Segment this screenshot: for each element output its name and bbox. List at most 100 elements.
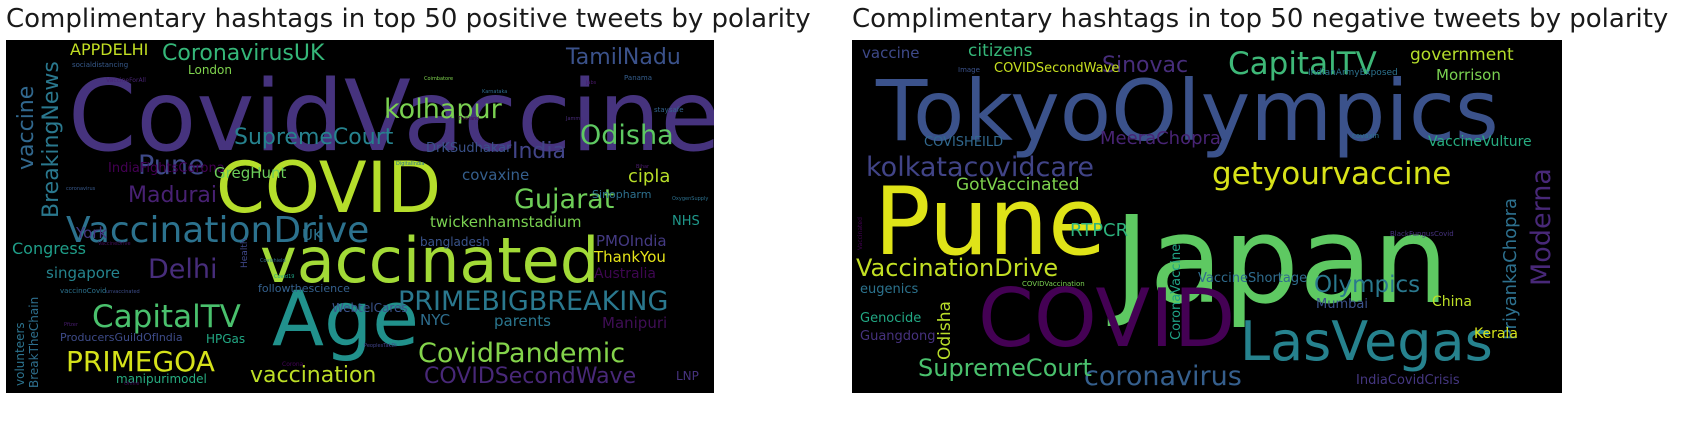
word-covishield: Covishield [260,258,286,264]
word-socialdistancing: socialdistancing [72,61,128,69]
word-peoplestakdi: PeoplesTakDi [364,343,397,349]
word-primegoa: PRIMEGOA [66,345,215,378]
word-citizens: citizens [968,41,1033,61]
word-delhi: Delhi [148,254,218,285]
word-coronavirus: coronavirus [66,186,96,192]
word-coimbatore: Coimbatore [424,76,453,82]
word-covidsecondwave: COVIDSecondWave [424,364,636,389]
word-covidsecondwave: COVIDSecondWave [994,61,1119,76]
word-vaccineforall: VaccineForAll [106,77,146,84]
word-lnp: LNP [676,369,699,383]
word-pmoindia: PMOIndia [596,232,667,250]
word-gotvaccinated: GotVaccinated [956,175,1080,195]
word-sinopharm: Sinopharm [592,188,651,201]
word-vaccinated: vaccinated [260,224,599,297]
word-moderna: Moderna [1526,168,1557,286]
word-uk: UK [302,226,324,244]
word-drksudhakar: DrKSudhakar [426,141,512,156]
word-manipuri: Manipuri [602,314,667,332]
word-government: government [1410,45,1514,65]
word-york: York [75,224,108,242]
negative-words: TokyoOlympics Japan Pune COVID LasVegas … [856,41,1557,392]
word-covaxin: covaxin [1352,132,1379,140]
word-onfire: Onfire [124,381,139,387]
word-vaccination: vaccination [250,363,376,388]
word-coronavirus: coronavirus [1084,361,1242,392]
word-unvaccinated: unvaccinated [106,289,140,295]
word-singapore: singapore [46,264,120,282]
word-followthescience: followthescience [258,282,350,295]
word-indianarmyexposed: IndianArmyExposed [1308,68,1398,78]
word-karnataka: Karnataka [482,89,507,95]
word-digitalindia: DigitalIndia [396,161,425,167]
word-bangladesh: bangladesh [420,235,490,249]
positive-wordcloud-background [6,40,714,393]
negative-wordcloud: TokyoOlympics Japan Pune COVID LasVegas … [852,40,1562,393]
word-covidpandemic: CovidPandemic [418,338,625,369]
word-morrison: Morrison [1436,66,1501,84]
word-madurai: Madurai [128,183,217,208]
word-olympics: Olympics [1314,272,1420,298]
negative-wordcloud-background [852,40,1562,393]
word-rtpcr: RTPCR [1070,220,1128,241]
word-kerala: Kerala [1474,326,1518,342]
word-vaccine: vaccine [14,86,39,170]
word-cipla: cipla [628,166,670,187]
positive-panel-title: Complimentary hashtags in top 50 positiv… [6,4,811,34]
word-vaccinationdrive: VaccinationDrive [856,254,1058,282]
word-pfizer: Pfizer [64,322,79,328]
word-vaccinated: Vaccinated [857,217,864,250]
word-breakingnews: BreakingNews [39,61,64,218]
word-thankyou: ThankYou [593,248,666,266]
word-panama: Panama [624,74,652,82]
word-genocide: Genocide [860,311,921,326]
word-coronavirusuk: CoronavirusUK [162,41,325,66]
word-guangdong: Guangdong [860,329,935,344]
word-eugenics: eugenics [860,282,918,297]
word-bihar: Bihar [636,164,650,170]
word-corona: Corona [282,361,304,368]
word-vaccinocovid: vaccinoCovid [60,287,107,295]
word-kolkatacovidcare: kolkatacovidcare [866,152,1094,183]
word-vaccinevulture: VaccineVulture [1428,134,1532,150]
word-covidvaccine: CovidVaccine [68,60,714,174]
word-getyourvaccine: getyourvaccine [1212,156,1451,192]
word-covaxine: covaxine [462,166,529,184]
word-tamilnadu: TamilNadu [565,45,681,70]
word-vaccinationdrive: VaccinationDrive [66,210,369,251]
word-twickenhamstadium: twickenhamstadium [430,213,581,231]
word-parents: parents [494,312,551,330]
word-supremecourt: SupremeCourt [918,354,1092,382]
word-jabs: jabs [585,80,597,86]
word-gujarat: Gujarat [514,184,614,215]
word-capitaltv: CapitalTV [92,299,241,335]
word-health: Health [240,238,250,268]
word-nyc: NYC [420,311,450,329]
word-nhs: NHS [672,214,700,229]
word-covid: COVID [216,147,441,229]
word-manipurimodel: manipurimodel [116,372,207,386]
word-australia: Australia [594,266,656,282]
word-mumbai: Mumbai [1316,297,1368,312]
word-kolhapur: kolhapur [384,94,503,125]
word-india: India [512,139,566,164]
word-covisheild: COVISHEILD [924,135,1003,150]
word-supremecourt: SupremeCourt [234,125,394,150]
word-japan: Japan [1107,192,1449,331]
word-covid: COVID [978,272,1235,365]
word-pune: Pune [138,150,205,181]
word-age: Age [272,274,419,363]
word-blackfunguscovid: BlackFungusCovid [1390,230,1454,238]
word-image: Image [958,66,980,74]
positive-wordcloud: CovidVaccine COVID vaccinated Age Vaccin… [6,40,714,393]
word-indiacovidcrisis: IndiaCovidCrisis [1356,373,1460,388]
word-london: London [188,63,232,77]
word-china: China [1432,294,1472,310]
word-sinovac: Sinovac [1102,53,1188,78]
word-jammu: Jammu [565,116,583,122]
word-odisha: Odisha [580,120,674,151]
word-coronavaccine: CoronaVaccine [1169,244,1184,340]
word-covidvaccination: COVIDVaccination [1022,280,1085,288]
word-pune: Pune [874,168,1106,277]
word-producersguildofindia: ProducersGuildOfIndia [60,331,183,344]
